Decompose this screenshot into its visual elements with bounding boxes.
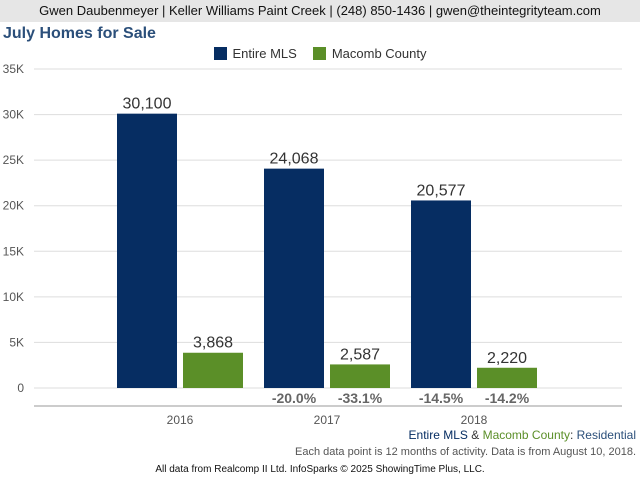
legend-label-macomb-county: Macomb County xyxy=(331,45,427,61)
agent-line: Gwen Daubenmeyer | Keller Williams Paint… xyxy=(39,3,601,18)
change-label: -20.0% xyxy=(272,390,317,406)
legend-swatch-macomb-county xyxy=(312,46,326,60)
caption-property-type: Residential xyxy=(576,428,636,442)
y-tick-label: 5K xyxy=(9,335,24,349)
data-label: 3,868 xyxy=(193,335,233,352)
caption-series-b: Macomb County xyxy=(482,428,570,442)
caption-amp: & xyxy=(467,428,483,442)
y-tick-label: 30K xyxy=(3,108,24,122)
chart-title: July Homes for Sale xyxy=(3,25,156,42)
x-tick-label: 2016 xyxy=(167,413,194,427)
caption-colon: : xyxy=(569,428,577,442)
change-label: -14.2% xyxy=(485,390,530,406)
legend-label-entire-mls: Entire MLS xyxy=(232,45,297,61)
y-tick-label: 15K xyxy=(3,244,24,258)
data-label: 2,587 xyxy=(340,346,380,363)
chart-legend: Entire MLS Macomb County xyxy=(0,45,640,61)
data-label: 20,577 xyxy=(417,182,466,199)
legend-item-entire-mls[interactable]: Entire MLS xyxy=(213,45,297,61)
bar-macomb-county-2018 xyxy=(477,367,537,388)
bar-macomb-county-2017 xyxy=(330,364,390,388)
bar-macomb-county-2016 xyxy=(183,352,243,388)
legend-item-macomb-county[interactable]: Macomb County xyxy=(312,45,427,61)
y-tick-label: 35K xyxy=(3,62,24,76)
caption-series-a: Entire MLS xyxy=(408,428,468,442)
data-note: Each data point is 12 months of activity… xyxy=(295,446,636,458)
legend-swatch-entire-mls xyxy=(213,46,227,60)
y-tick-label: 25K xyxy=(3,153,24,167)
x-tick-label: 2017 xyxy=(314,413,341,427)
bar-entire-mls-2016 xyxy=(117,113,177,388)
bar-chart: 0 5K 10K 15K 20K 25K 30K 35K 30,100 3,868 2016 24,0… xyxy=(3,62,622,427)
chart-caption: Entire MLS & Macomb County: Residential xyxy=(409,428,636,442)
footer-credit: All data from Realcomp II Ltd. InfoSpark… xyxy=(155,464,485,475)
change-label: -33.1% xyxy=(338,390,383,406)
y-tick-label: 0 xyxy=(17,381,24,395)
bar-entire-mls-2017 xyxy=(264,168,324,388)
x-tick-label: 2018 xyxy=(461,413,488,427)
agent-header: Gwen Daubenmeyer | Keller Williams Paint… xyxy=(0,0,640,22)
y-tick-label: 10K xyxy=(3,290,24,304)
bar-entire-mls-2018 xyxy=(411,200,471,388)
y-tick-label: 20K xyxy=(3,199,24,213)
change-label: -14.5% xyxy=(419,390,464,406)
data-label: 2,220 xyxy=(487,350,527,367)
data-label: 30,100 xyxy=(123,96,172,113)
data-label: 24,068 xyxy=(270,151,319,168)
